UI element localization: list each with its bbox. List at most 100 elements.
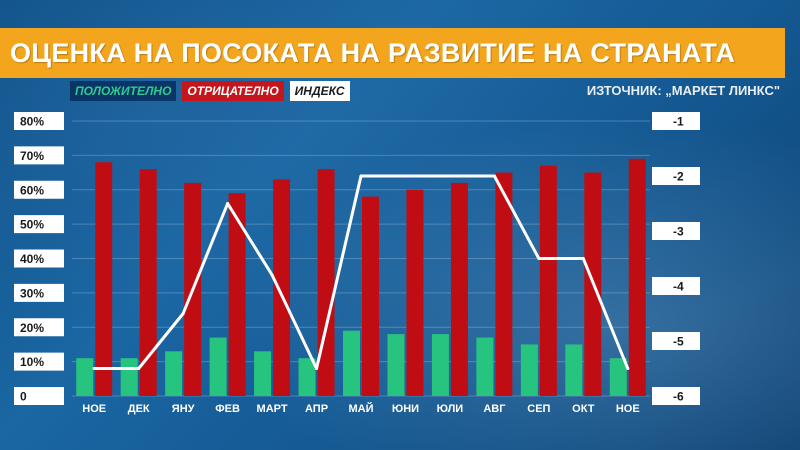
left-tick: 70% xyxy=(14,146,64,165)
right-tick: -3 xyxy=(652,222,700,240)
left-tick-box xyxy=(14,283,64,302)
category-label: АПР xyxy=(305,403,328,415)
index-point xyxy=(626,367,630,370)
bar-positive xyxy=(431,334,449,396)
left-tick-label: 60% xyxy=(20,183,44,197)
left-tick-box xyxy=(14,318,64,337)
right-tick-label: -1 xyxy=(673,115,684,129)
category-label: ЮНИ xyxy=(392,403,419,415)
title-bar: ОЦЕНКА НА ПОСОКАТА НА РАЗВИТИЕ НА СТРАНА… xyxy=(0,28,785,78)
bar-positive xyxy=(120,358,138,396)
left-tick-label: 50% xyxy=(20,218,44,232)
category-label: ФЕВ xyxy=(215,403,240,415)
index-line xyxy=(92,174,630,370)
bar-negative xyxy=(273,179,291,396)
left-tick: 40% xyxy=(14,249,64,268)
right-tick-label: -3 xyxy=(673,225,684,239)
right-tick-box xyxy=(652,112,700,130)
bar-positive xyxy=(165,351,183,396)
category-label: МАЙ xyxy=(348,402,373,415)
left-tick: 20% xyxy=(14,318,64,337)
legend-index: ИНДЕКС xyxy=(289,81,350,101)
left-tick: 60% xyxy=(14,180,64,199)
right-tick: -6 xyxy=(652,387,700,405)
left-tick-label: 40% xyxy=(20,252,44,266)
category-label: МАРТ xyxy=(257,403,288,415)
bar-positive xyxy=(565,344,583,396)
bar-negative xyxy=(628,158,646,396)
left-tick-label: 20% xyxy=(20,321,44,335)
right-tick-label: -6 xyxy=(673,390,684,404)
category-label: НОЕ xyxy=(616,403,640,415)
left-tick: 80% xyxy=(14,112,64,130)
left-tick-box xyxy=(14,112,64,130)
bar-positive xyxy=(520,344,538,396)
bar-positive xyxy=(254,351,272,396)
left-tick: 10% xyxy=(14,352,64,371)
bar-positive xyxy=(343,330,360,396)
left-tick-box xyxy=(14,180,64,199)
right-tick: -5 xyxy=(652,332,700,350)
index-point xyxy=(581,257,585,260)
left-tick-box xyxy=(14,249,64,268)
legend-negative: ОТРИЦАТЕЛНО xyxy=(182,81,284,101)
right-tick: -1 xyxy=(652,112,700,130)
legend: ПОЛОЖИТЕЛНО ОТРИЦАТЕЛНО ИНДЕКС xyxy=(70,81,350,101)
source-label: ИЗТОЧНИК: „МАРКЕТ ЛИНКС" xyxy=(586,83,780,98)
category-labels: НОЕ ДЕК ЯНУ ФЕВ МАРТ АПР МАЙ ЮНИ ЮЛИ АВГ СЕП ОКТ НОЕ xyxy=(82,402,639,415)
bar-positive xyxy=(609,358,627,396)
index-point xyxy=(492,174,496,178)
index-point xyxy=(315,367,319,370)
bar-negative xyxy=(539,165,557,396)
category-label: ЯНУ xyxy=(172,403,195,415)
category-label: НОЕ xyxy=(82,403,106,415)
left-tick-box xyxy=(14,352,64,371)
bar-positive xyxy=(476,337,494,396)
left-tick-label: 10% xyxy=(20,355,44,369)
bar-negative xyxy=(139,169,157,396)
left-tick: 50% xyxy=(14,215,64,234)
bar-negative xyxy=(95,162,113,396)
category-label: ДЕК xyxy=(128,403,150,415)
index-point xyxy=(270,273,274,277)
index-point xyxy=(403,174,407,178)
left-tick-box xyxy=(14,387,64,405)
right-tick-box xyxy=(652,167,700,185)
left-tick-label: 70% xyxy=(20,149,44,163)
left-axis: 80% 70% 60% 50% 40% 30% 20% 10% 0 xyxy=(14,112,64,405)
left-tick: 30% xyxy=(14,283,64,302)
index-point xyxy=(92,367,96,370)
left-tick-label: 30% xyxy=(20,286,44,300)
category-label: ЮЛИ xyxy=(437,403,464,415)
legend-positive: ПОЛОЖИТЕЛНО xyxy=(70,81,177,101)
index-point xyxy=(448,174,452,178)
bar-negative xyxy=(362,196,379,396)
right-tick-box xyxy=(652,387,700,405)
bar-positive xyxy=(76,358,94,396)
right-tick-label: -5 xyxy=(673,335,684,349)
right-tick: -2 xyxy=(652,167,700,185)
right-tick-box xyxy=(652,222,700,240)
index-point xyxy=(359,174,363,178)
left-tick-label: 0 xyxy=(20,390,27,404)
left-tick-box xyxy=(14,215,64,234)
index-point xyxy=(137,367,141,370)
left-tick-box xyxy=(14,146,64,165)
index-point xyxy=(181,312,185,315)
right-tick-label: -2 xyxy=(673,170,684,184)
bar-positive xyxy=(209,337,227,396)
left-tick-label: 80% xyxy=(20,115,44,129)
bars xyxy=(76,158,646,396)
bar-positive xyxy=(298,358,316,396)
bar-negative xyxy=(317,169,335,396)
right-tick-label: -4 xyxy=(673,280,684,294)
right-axis: -1 -2 -3 -4 -5 -6 xyxy=(652,112,700,405)
bar-negative xyxy=(406,189,424,396)
bar-negative xyxy=(495,172,513,396)
index-point xyxy=(537,257,541,260)
chart-title: ОЦЕНКА НА ПОСОКАТА НА РАЗВИТИЕ НА СТРАНА… xyxy=(10,37,736,68)
right-tick-box xyxy=(652,332,700,350)
category-label: АВГ xyxy=(483,403,506,415)
bar-positive xyxy=(387,334,405,396)
